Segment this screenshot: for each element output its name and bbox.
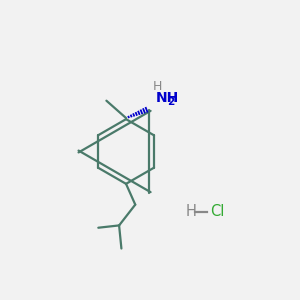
Text: NH: NH xyxy=(156,92,179,105)
Text: H: H xyxy=(152,80,162,93)
Text: H: H xyxy=(185,204,196,219)
Text: Cl: Cl xyxy=(210,204,224,219)
Text: 2: 2 xyxy=(167,97,174,107)
